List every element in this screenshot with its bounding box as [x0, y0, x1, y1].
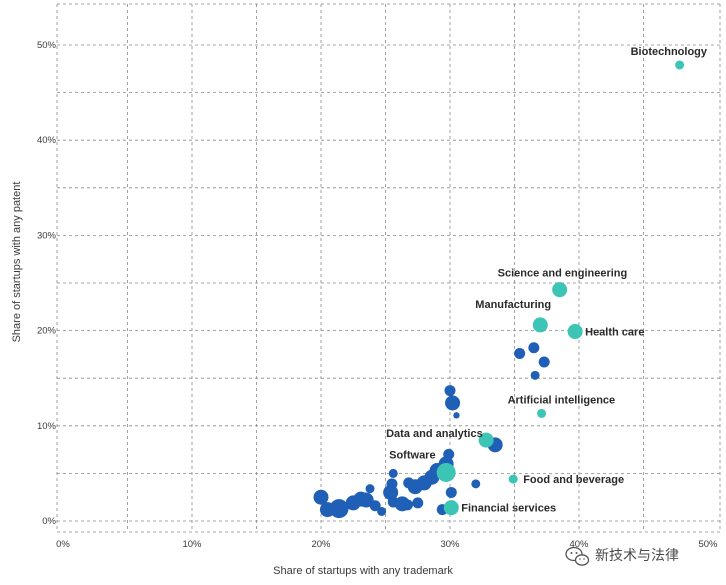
point-label: Data and analytics — [386, 428, 483, 440]
x-tick-label: 20% — [311, 539, 331, 550]
data-point — [383, 484, 399, 500]
y-axis-title: Share of startups with any patent — [11, 182, 23, 343]
point-label: Manufacturing — [475, 299, 551, 311]
data-point — [388, 468, 398, 478]
axis-ticks: 0% 10% 20% 30% 40% 50% 0% 10% 20% 30% 40% 50% — [37, 40, 718, 550]
data-point — [445, 486, 457, 498]
highlight-point — [436, 462, 456, 482]
point-label: Biotechnology — [631, 46, 708, 58]
grid-lines — [56, 3, 721, 533]
x-tick-label: 40% — [569, 539, 589, 550]
highlight-point — [532, 317, 548, 333]
data-point — [453, 412, 460, 419]
y-tick-label: 20% — [37, 326, 57, 337]
data-point — [444, 385, 456, 397]
data-point — [445, 395, 461, 411]
data-point — [329, 499, 349, 519]
watermark-text: 新技术与法律 — [595, 547, 679, 563]
data-point — [514, 347, 526, 359]
point-label: Software — [389, 449, 435, 461]
point-label: Health care — [585, 327, 644, 339]
highlight-point — [478, 432, 494, 448]
x-tick-label: 10% — [182, 539, 202, 550]
x-tick-label: 30% — [440, 539, 460, 550]
point-label: Science and engineering — [498, 268, 628, 280]
data-point — [530, 370, 540, 380]
point-label: Financial services — [461, 503, 556, 515]
x-axis-title: Share of startups with any trademark — [273, 565, 453, 577]
data-point — [401, 499, 413, 511]
x-tick-label: 50% — [698, 539, 718, 550]
y-tick-label: 40% — [37, 135, 57, 146]
y-tick-label: 50% — [37, 40, 57, 51]
highlight-point — [552, 282, 568, 298]
y-tick-label: 10% — [37, 421, 57, 432]
data-point — [471, 479, 481, 489]
point-label: Artificial intelligence — [508, 394, 616, 406]
highlight-point — [675, 60, 685, 70]
data-point — [365, 484, 375, 494]
y-tick-label: 30% — [37, 230, 57, 241]
point-labels: Biotechnology Science and engineering Manu… — [386, 46, 708, 515]
data-point — [412, 497, 424, 509]
data-point — [319, 502, 335, 518]
highlight-point — [537, 408, 547, 418]
data-points — [313, 60, 685, 519]
data-point — [345, 495, 361, 511]
data-point — [403, 477, 415, 489]
wechat-icon — [565, 546, 590, 566]
data-point — [313, 489, 329, 505]
highlight-point — [567, 324, 583, 340]
data-point — [538, 356, 550, 368]
highlight-point — [443, 500, 459, 516]
watermark: 新技术与法律 — [565, 546, 679, 566]
data-point — [528, 342, 540, 354]
y-tick-label: 0% — [42, 516, 56, 527]
highlight-point — [508, 474, 518, 484]
point-label: Food and beverage — [523, 474, 624, 486]
x-tick-label: 0% — [56, 539, 70, 550]
